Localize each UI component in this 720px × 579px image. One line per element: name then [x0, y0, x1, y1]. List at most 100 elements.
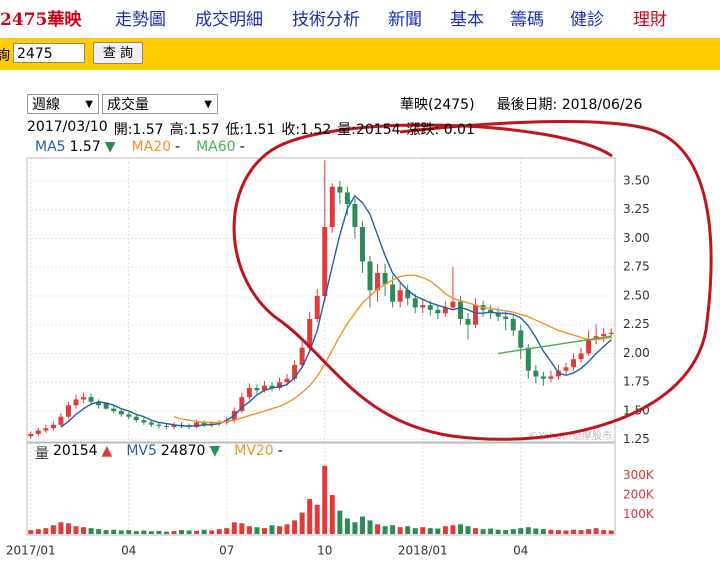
legend-value: -	[239, 139, 245, 155]
legend-value: 1.57	[69, 139, 101, 155]
volume-bar	[367, 520, 373, 534]
candle-body	[495, 313, 501, 317]
volume-bar	[73, 526, 79, 534]
volume-bar	[43, 528, 49, 534]
y-tick-label: 300K	[623, 468, 655, 482]
candle-body	[43, 428, 49, 431]
candle-body	[563, 367, 569, 371]
candle-body	[50, 424, 56, 429]
candle-body	[412, 298, 418, 308]
candle-body	[239, 397, 245, 411]
x-tick-label: 07	[219, 544, 234, 558]
candle-body	[292, 364, 298, 379]
volume-bar	[314, 504, 320, 534]
legend-name: MA60	[196, 139, 236, 155]
last-date: 最後日期: 2018/06/26	[496, 97, 643, 113]
quote-field: 量:20154	[337, 119, 400, 139]
legend-name: MA20	[131, 139, 172, 155]
candle-body	[118, 410, 124, 415]
volume-bar	[88, 528, 94, 534]
legend-arrow: ▼	[104, 139, 116, 155]
volume-bar	[495, 529, 501, 534]
volume-bar	[194, 530, 200, 534]
search-input[interactable]: 2475	[13, 43, 85, 63]
candle-body	[141, 420, 147, 423]
price-panel	[26, 157, 616, 443]
candle-body	[367, 261, 373, 291]
ma-legend: MA5 1.57 ▼ MA20- MA60-	[35, 139, 257, 155]
candle-body	[352, 203, 358, 227]
volume-bar	[488, 528, 494, 534]
candle-body	[261, 385, 267, 391]
candle-body	[578, 353, 584, 360]
nav-link[interactable]: 健診	[570, 10, 604, 30]
candle-body	[133, 416, 139, 421]
x-tick-label: 2017/01	[6, 544, 56, 558]
y-tick-label: 1.75	[623, 375, 650, 389]
indicator-select[interactable]: 成交量 ▼	[102, 94, 218, 114]
candle-body	[35, 430, 41, 434]
legend-arrow: ▼	[209, 443, 221, 459]
volume-bar	[322, 465, 328, 534]
nav-link[interactable]: 成交明細	[195, 10, 263, 30]
select-text: 週線	[32, 97, 60, 113]
candle-body	[548, 376, 554, 379]
candle-body	[382, 272, 388, 285]
volume-bar	[103, 530, 109, 534]
volume-panel	[26, 442, 616, 536]
candle-body	[586, 339, 592, 354]
candle-body	[269, 385, 275, 388]
nav-link[interactable]: 技術分析	[292, 10, 360, 30]
search-button[interactable]: 查 詢	[93, 42, 143, 64]
candle-body	[163, 425, 169, 428]
nav-link[interactable]: 理財	[633, 10, 667, 30]
volume-bar	[593, 528, 599, 534]
period-select[interactable]: 週線 ▼	[27, 94, 99, 114]
quote-label: 開:	[113, 122, 133, 138]
legend-value: 24870	[160, 443, 206, 459]
volume-bar	[299, 512, 305, 534]
volume-bar	[118, 530, 124, 534]
volume-bar	[480, 529, 486, 534]
volume-bar	[390, 525, 396, 534]
nav-link[interactable]: 走勢圖	[115, 10, 166, 30]
x-tick-label: 04	[121, 544, 136, 558]
candle-body	[201, 422, 207, 425]
quote-label: 漲跌:	[406, 122, 444, 138]
volume-bar	[148, 531, 154, 534]
volume-bar	[292, 520, 298, 534]
candle-body	[254, 387, 260, 391]
candle-body	[126, 414, 132, 417]
candle-body	[571, 359, 577, 368]
candle-body	[420, 305, 426, 308]
nav-link[interactable]: 新聞	[388, 10, 422, 30]
y-tick-label: 2.75	[623, 260, 650, 274]
candle-body	[329, 186, 335, 227]
candle-body	[390, 284, 396, 302]
volume-bar	[435, 528, 441, 534]
volume-bar	[28, 530, 34, 534]
volume-bar	[450, 525, 456, 534]
volume-bar	[540, 529, 546, 534]
volume-bar	[156, 530, 162, 534]
volume-bar	[525, 527, 531, 534]
candle-body	[608, 332, 614, 334]
volume-bar	[239, 523, 245, 534]
quote-line: 2017/03/10 開:1.57 高:1.57 低:1.51 收:1.52 量:201…	[27, 119, 475, 139]
nav-link[interactable]: 籌碼	[510, 10, 544, 30]
legend-name: 量	[35, 446, 49, 462]
volume-bar	[126, 530, 132, 534]
y-tick-label: 3.00	[623, 231, 650, 245]
volume-bar	[510, 529, 516, 534]
info: 華映(2475) 最後日期: 2018/06/26	[400, 94, 642, 114]
candle-body	[337, 186, 343, 193]
brand[interactable]: 2475華映	[0, 10, 82, 30]
candle-body	[284, 378, 290, 383]
candle-body	[465, 318, 471, 325]
volume-bar	[163, 531, 169, 534]
y-tick-label: 2.00	[623, 346, 650, 360]
nav-link[interactable]: 基本	[450, 10, 484, 30]
y-tick-label: 3.50	[623, 173, 650, 187]
